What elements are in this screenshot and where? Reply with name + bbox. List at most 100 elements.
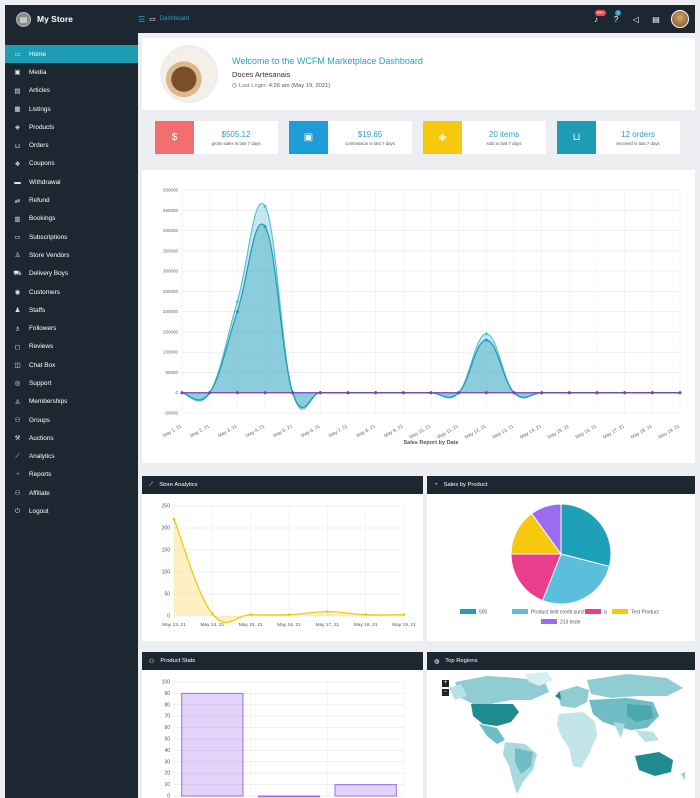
sidebar-item-support[interactable]: ◎ Support bbox=[5, 374, 138, 392]
data-point[interactable] bbox=[512, 391, 516, 395]
data-point[interactable] bbox=[287, 613, 291, 617]
data-point[interactable] bbox=[318, 391, 322, 395]
question-icon[interactable]: ? 2 bbox=[613, 9, 622, 24]
sidebar-item-auctions[interactable]: ⚒ Auctions bbox=[5, 429, 138, 447]
sidebar-item-label: Reports bbox=[29, 471, 52, 479]
sidebar-item-groups[interactable]: ⚇ Groups bbox=[5, 411, 138, 429]
data-point[interactable] bbox=[172, 517, 176, 521]
sidebar-item-label: Affiliate bbox=[29, 489, 50, 497]
sidebar-item-reports[interactable]: ◔ Reports bbox=[5, 466, 138, 484]
zoom-out-button[interactable]: − bbox=[442, 689, 449, 696]
data-point[interactable] bbox=[263, 204, 267, 208]
sidebar-item-affiliate[interactable]: ⚇ Affiliate bbox=[5, 484, 138, 502]
y-tick-label: 50 bbox=[164, 592, 170, 598]
data-point[interactable] bbox=[291, 391, 295, 395]
y-tick-label: 40 bbox=[164, 748, 170, 754]
top-icons: ♪ 99+ ? 2 ◁ ▤ bbox=[591, 9, 695, 28]
data-point[interactable] bbox=[402, 613, 406, 617]
data-point[interactable] bbox=[249, 613, 253, 617]
data-point[interactable] bbox=[484, 391, 488, 395]
data-point[interactable] bbox=[429, 391, 433, 395]
sidebar-item-reviews[interactable]: ◻ Reviews bbox=[5, 338, 138, 356]
bar[interactable] bbox=[181, 692, 244, 797]
sidebar-item-staffs[interactable]: ♟ Staffs bbox=[5, 301, 138, 319]
y-tick-label: 0 bbox=[167, 794, 170, 798]
legend-label[interactable]: Product limit credit purchase bbox=[531, 610, 594, 616]
data-point[interactable] bbox=[263, 391, 267, 395]
breadcrumb-dashboard[interactable]: Dashboard bbox=[159, 16, 190, 22]
data-point[interactable] bbox=[484, 332, 488, 336]
data-point[interactable] bbox=[374, 391, 378, 395]
bar[interactable] bbox=[334, 784, 397, 797]
data-point[interactable] bbox=[235, 300, 239, 303]
store-name: Doces Artesanais bbox=[232, 69, 291, 79]
data-point[interactable] bbox=[325, 610, 329, 613]
avatar[interactable] bbox=[671, 10, 689, 28]
sidebar-item-bookings[interactable]: ▥ Bookings bbox=[5, 210, 138, 228]
data-point[interactable] bbox=[401, 391, 405, 395]
stat-card[interactable]: ◈ 20 items sold in last 7 days bbox=[423, 121, 546, 154]
data-point[interactable] bbox=[595, 391, 599, 395]
legend-label[interactable]: 500 bbox=[479, 610, 488, 616]
data-point[interactable] bbox=[678, 391, 682, 395]
data-point[interactable] bbox=[364, 613, 368, 617]
sidebar-item-products[interactable]: ◈ Products bbox=[5, 118, 138, 136]
menu-toggle-icon[interactable]: ☰ bbox=[138, 14, 146, 24]
sidebar-item-chat-box[interactable]: ◫ Chat Box bbox=[5, 356, 138, 374]
data-point[interactable] bbox=[623, 391, 627, 395]
pie-slice[interactable] bbox=[510, 553, 562, 602]
data-point[interactable] bbox=[235, 391, 239, 395]
legend-swatch bbox=[460, 609, 476, 614]
sidebar-item-media[interactable]: ▣ Media bbox=[5, 63, 138, 81]
legend-label[interactable]: Test Product bbox=[631, 610, 659, 616]
data-point[interactable] bbox=[263, 224, 267, 228]
top-regions-panel: ◍ Top Regions + − bbox=[427, 652, 695, 798]
stat-card[interactable]: ⊔ 12 orders received in last 7 days bbox=[557, 121, 680, 154]
map-region-uk bbox=[555, 692, 561, 700]
sidebar-item-articles[interactable]: ▤ Articles bbox=[5, 82, 138, 100]
legend-label[interactable]: a bbox=[604, 610, 607, 616]
sidebar-item-label: Bookings bbox=[29, 215, 56, 223]
pie-slice[interactable] bbox=[560, 503, 612, 568]
store-analytics-title: Store Analytics bbox=[159, 482, 198, 488]
world-map[interactable] bbox=[427, 670, 695, 798]
sidebar-item-listings[interactable]: ▦ Listings bbox=[5, 100, 138, 118]
sidebar-item-analytics[interactable]: ⟋ Analytics bbox=[5, 448, 138, 466]
sidebar-item-home[interactable]: ▭ Home bbox=[5, 45, 138, 64]
sidebar-item-delivery-boys[interactable]: ⛟ Delivery Boys bbox=[5, 265, 138, 283]
sidebar-item-memberships[interactable]: ♙ Memberships bbox=[5, 393, 138, 411]
pie-slice[interactable] bbox=[541, 553, 611, 605]
data-point[interactable] bbox=[650, 391, 654, 395]
sidebar-item-followers[interactable]: ♗ Followers bbox=[5, 319, 138, 337]
data-point[interactable] bbox=[484, 338, 488, 342]
sidebar-item-store-vendors[interactable]: ♙ Store Vendors bbox=[5, 246, 138, 264]
sidebar-item-subscriptions[interactable]: ▭ Subscriptions bbox=[5, 228, 138, 246]
sidebar-item-customers[interactable]: ◉ Customers bbox=[5, 283, 138, 301]
data-point[interactable] bbox=[235, 310, 239, 314]
data-point[interactable] bbox=[457, 391, 461, 395]
bell-icon[interactable]: ♪ 99+ bbox=[594, 9, 606, 24]
stat-card[interactable]: $ $505.12 gross sales in last 7 days bbox=[155, 121, 278, 154]
y-tick-label: 100 bbox=[162, 570, 171, 576]
sidebar-item-coupons[interactable]: ❖ Coupons bbox=[5, 155, 138, 173]
megaphone-icon[interactable]: ◁ bbox=[632, 14, 640, 24]
x-tick-label: May 10, 21 bbox=[408, 423, 432, 440]
pie-slice[interactable] bbox=[530, 503, 562, 556]
map-region-new-zealand bbox=[681, 772, 685, 780]
legend-label[interactable]: 213 teste bbox=[560, 620, 581, 626]
stat-card[interactable]: ▣ $19.65 commission in last 7 days bbox=[289, 121, 412, 154]
data-point[interactable] bbox=[567, 391, 571, 395]
data-point[interactable] bbox=[346, 391, 350, 395]
data-point[interactable] bbox=[210, 612, 214, 616]
store-icon[interactable]: ▤ bbox=[652, 14, 660, 24]
sidebar-item-logout[interactable]: ⏻ Logout bbox=[5, 502, 138, 520]
sidebar-item-withdrawal[interactable]: ▬ Withdrawal bbox=[5, 173, 138, 191]
data-point[interactable] bbox=[208, 391, 212, 395]
sidebar-item-refund[interactable]: ⇄ Refund bbox=[5, 191, 138, 209]
brand[interactable]: ▤ My Store bbox=[5, 5, 138, 33]
data-point[interactable] bbox=[180, 391, 184, 395]
sidebar-item-orders[interactable]: ⊔ Orders bbox=[5, 136, 138, 154]
zoom-in-button[interactable]: + bbox=[442, 680, 449, 687]
bar[interactable] bbox=[257, 795, 321, 798]
data-point[interactable] bbox=[540, 391, 544, 395]
